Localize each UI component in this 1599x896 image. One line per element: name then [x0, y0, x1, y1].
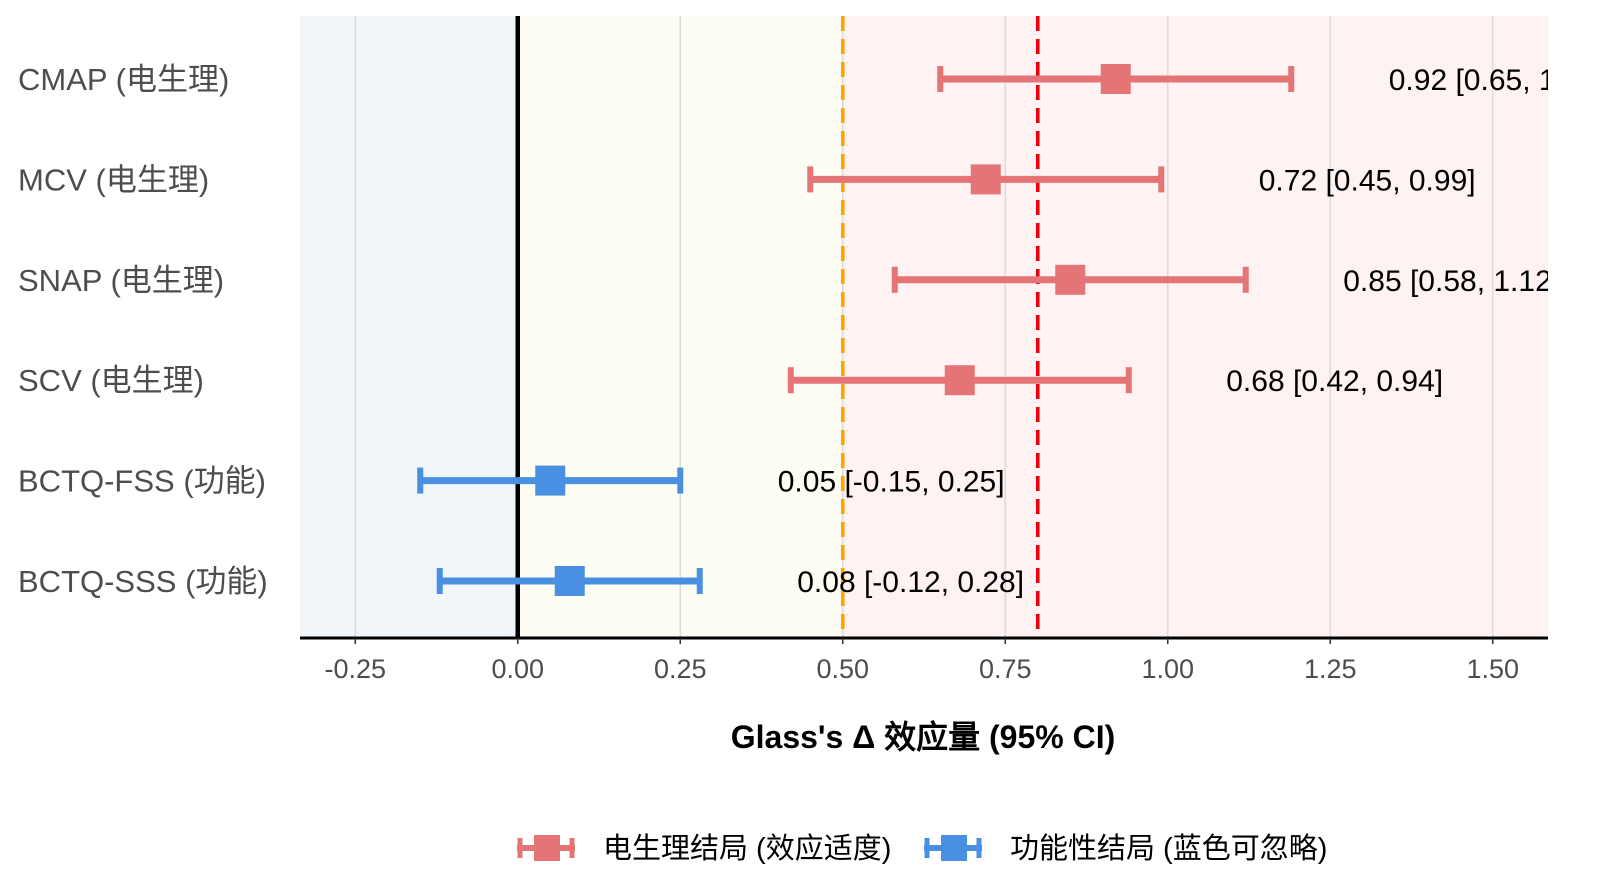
ci-text-label: 0.05 [-0.15, 0.25] — [778, 466, 1005, 499]
ci-text-labels: 0.92 [0.65, 1.19] 0.72 [0.45, 0.99] 0.85 [… — [778, 64, 1599, 599]
ci-text-label: 0.92 [0.65, 1.19] — [1389, 64, 1599, 97]
legend: 电生理结局 (效应适度) 功能性结局 (蓝色可忽略) — [517, 832, 1327, 865]
background-band-2 — [842, 16, 1548, 638]
point-estimate — [1100, 64, 1131, 94]
x-tick-label: 0.75 — [979, 654, 1032, 684]
data-marks — [417, 64, 1295, 596]
x-tick-label: 0.50 — [816, 654, 869, 684]
row-label: CMAP (电生理) — [18, 62, 229, 97]
row-label: SNAP (电生理) — [18, 263, 224, 298]
background-band-0 — [300, 16, 518, 638]
ci-text-label: 0.68 [0.42, 0.94] — [1226, 365, 1443, 398]
point-estimate — [1055, 264, 1086, 295]
x-tick-label: 0.25 — [654, 654, 707, 684]
legend-label: 电生理结局 (效应适度) — [603, 832, 891, 865]
legend-key-square — [941, 835, 967, 861]
x-tick-label: 1.25 — [1304, 654, 1357, 684]
row-labels: CMAP (电生理) MCV (电生理) SNAP (电生理) SCV (电生理) BC… — [18, 62, 268, 599]
row-label: BCTQ-SSS (功能) — [18, 564, 268, 599]
row-label: MCV (电生理) — [18, 162, 209, 197]
x-tick-label: 1.00 — [1141, 654, 1194, 684]
point-estimate — [535, 465, 566, 496]
point-estimate — [554, 566, 585, 596]
x-axis-title: Glass's Δ 效应量 (95% CI) — [731, 719, 1116, 755]
point-estimate — [970, 164, 1001, 195]
x-tick-label: -0.25 — [324, 654, 386, 684]
row-label: BCTQ-FSS (功能) — [18, 464, 266, 499]
legend-key-square — [534, 835, 560, 861]
point-estimate — [944, 365, 975, 396]
x-tick-label: 1.50 — [1466, 654, 1519, 684]
ci-text-label: 0.72 [0.45, 0.99] — [1259, 164, 1476, 197]
legend-label: 功能性结局 (蓝色可忽略) — [1010, 832, 1327, 865]
x-tick-label: 0.00 — [491, 654, 544, 684]
background-bands — [300, 16, 1548, 638]
reference-lines — [515, 16, 1040, 638]
row-label: SCV (电生理) — [18, 363, 204, 398]
ci-text-label: 0.85 [0.58, 1.12] — [1343, 265, 1560, 298]
ci-text-label: 0.08 [-0.12, 0.28] — [797, 566, 1024, 599]
x-axis: -0.25 0.00 0.25 0.50 0.75 1.00 1.25 1.50 — [300, 636, 1548, 684]
